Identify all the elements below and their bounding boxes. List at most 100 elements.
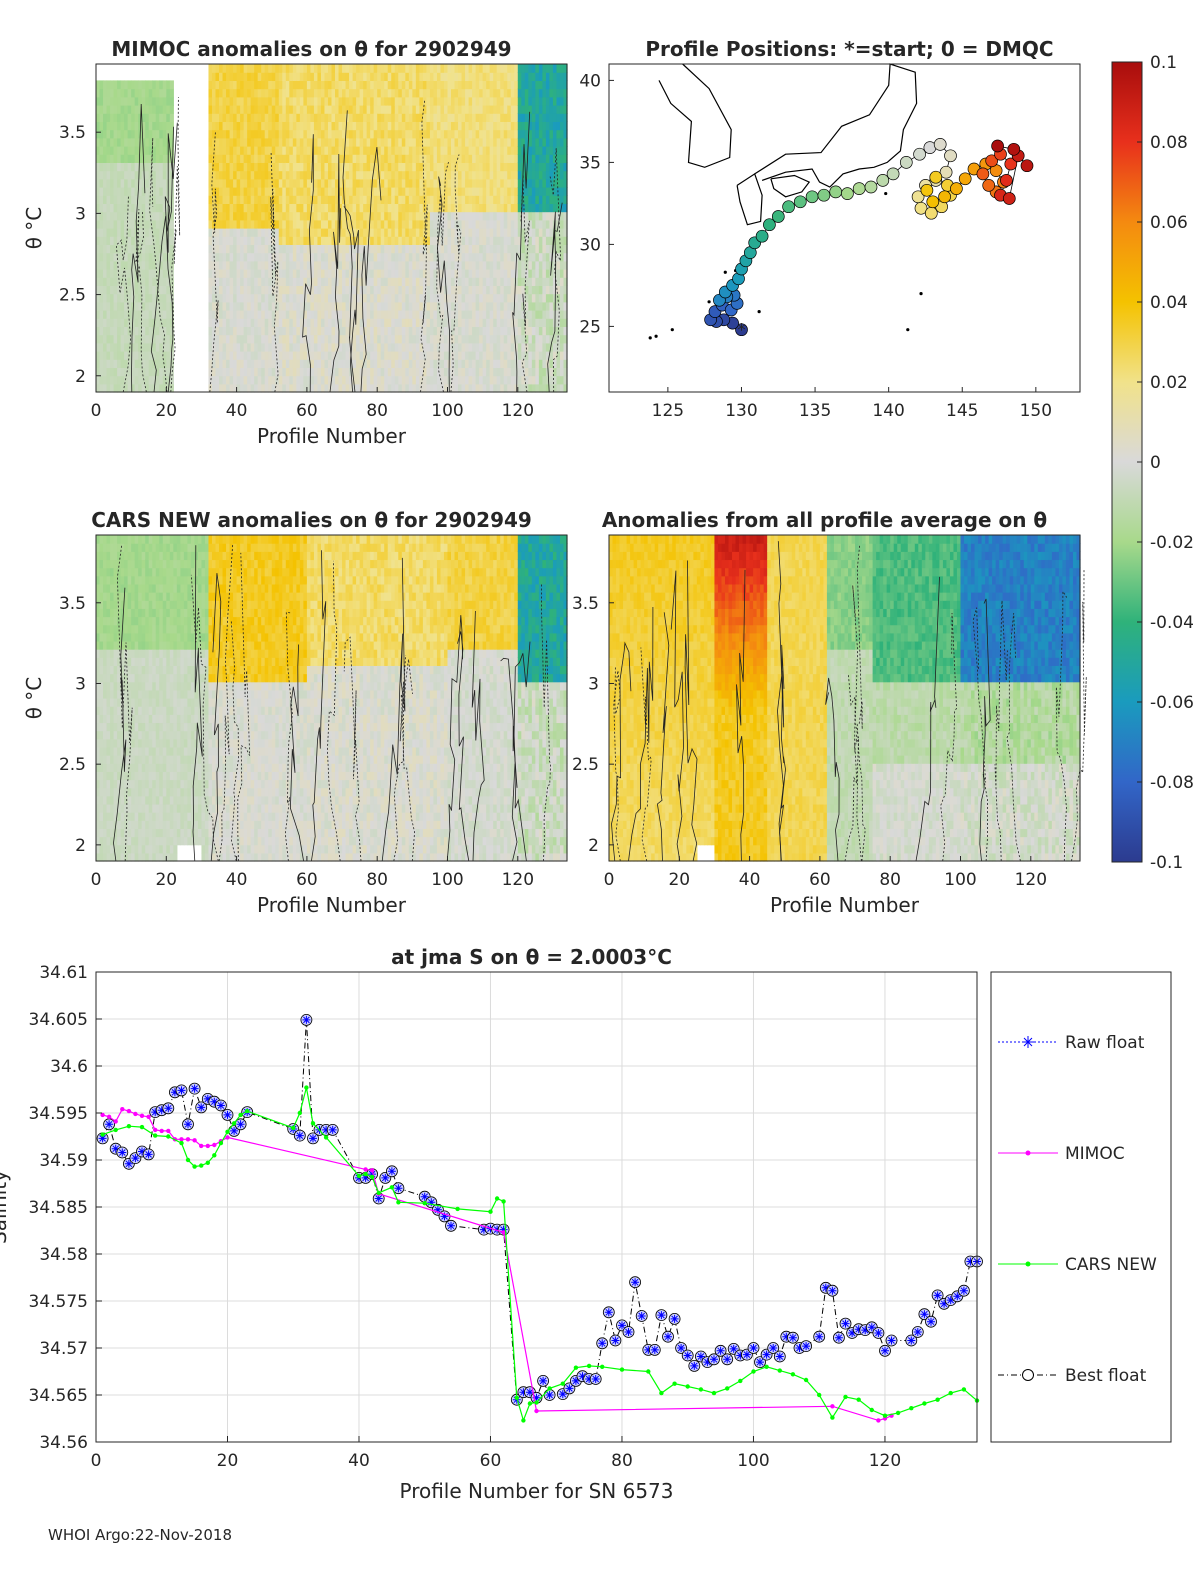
- heatmap-cell: [384, 359, 388, 368]
- heatmap-cell: [451, 367, 455, 376]
- heatmap-cell: [539, 269, 543, 278]
- heatmap-cell: [391, 72, 395, 81]
- heatmap-cell: [381, 294, 385, 303]
- heatmap-cell: [342, 335, 346, 344]
- heatmap-cell: [219, 269, 223, 278]
- heatmap-cell: [455, 89, 459, 98]
- heatmap-cell: [532, 269, 536, 278]
- heatmap-cell: [314, 195, 318, 204]
- heatmap-cell: [170, 89, 174, 98]
- heatmap-cell: [430, 162, 434, 171]
- heatmap-cell: [149, 310, 153, 319]
- heatmap-cell: [149, 285, 153, 294]
- heatmap-cell: [114, 212, 118, 221]
- heatmap-cell: [307, 236, 311, 245]
- heatmap-cell: [521, 97, 525, 106]
- heatmap-cell: [367, 130, 371, 139]
- heatmap-cell: [384, 162, 388, 171]
- heatmap-cell: [212, 294, 216, 303]
- heatmap-cell: [339, 236, 343, 245]
- heatmap-cell: [268, 367, 272, 376]
- heatmap-cell: [476, 253, 480, 262]
- heatmap-cell: [539, 253, 543, 262]
- heatmap-cell: [117, 376, 121, 385]
- heatmap-cell: [356, 318, 360, 327]
- heatmap-cell: [254, 97, 258, 106]
- heatmap-cell: [163, 310, 167, 319]
- heatmap-cell: [223, 384, 227, 393]
- heatmap-cell: [405, 367, 409, 376]
- heatmap-cell: [261, 89, 265, 98]
- heatmap-cell: [103, 294, 107, 303]
- heatmap-cell: [539, 326, 543, 335]
- heatmap-cell: [486, 343, 490, 352]
- heatmap-cell: [363, 384, 367, 393]
- heatmap-cell: [223, 318, 227, 327]
- heatmap-cell: [233, 220, 237, 229]
- heatmap-cell: [156, 97, 160, 106]
- heatmap-cell: [303, 138, 307, 147]
- heatmap-cell: [535, 359, 539, 368]
- heatmap-cell: [388, 244, 392, 253]
- heatmap-cell: [367, 359, 371, 368]
- heatmap-cell: [549, 318, 553, 327]
- heatmap-cell: [497, 64, 501, 73]
- heatmap-cell: [560, 351, 564, 360]
- heatmap-cell: [293, 359, 297, 368]
- heatmap-cell: [518, 310, 522, 319]
- heatmap-cell: [437, 80, 441, 89]
- heatmap-cell: [535, 130, 539, 139]
- heatmap-cell: [462, 228, 466, 237]
- heatmap-cell: [486, 154, 490, 163]
- heatmap-cell: [156, 212, 160, 221]
- heatmap-cell: [216, 179, 220, 188]
- heatmap-cell: [142, 179, 146, 188]
- heatmap-cell: [114, 294, 118, 303]
- heatmap-cell: [430, 64, 434, 73]
- heatmap-cell: [289, 318, 293, 327]
- heatmap-cell: [135, 351, 139, 360]
- heatmap-cell: [128, 130, 132, 139]
- heatmap-cell: [124, 343, 128, 352]
- heatmap-cell: [103, 285, 107, 294]
- heatmap-cell: [324, 261, 328, 270]
- heatmap-cell: [279, 195, 283, 204]
- heatmap-cell: [96, 376, 100, 385]
- heatmap-cell: [233, 253, 237, 262]
- heatmap-cell: [353, 97, 357, 106]
- heatmap-cell: [128, 244, 132, 253]
- heatmap-cell: [117, 335, 121, 344]
- heatmap-cell: [226, 171, 230, 180]
- heatmap-cell: [486, 285, 490, 294]
- heatmap-cell: [152, 121, 156, 130]
- heatmap-cell: [275, 335, 279, 344]
- heatmap-cell: [507, 72, 511, 81]
- heatmap-cell: [504, 187, 508, 196]
- heatmap-cell: [493, 203, 497, 212]
- heatmap-cell: [504, 253, 508, 262]
- heatmap-cell: [493, 269, 497, 278]
- heatmap-cell: [497, 162, 501, 171]
- heatmap-cell: [317, 318, 321, 327]
- heatmap-cell: [317, 105, 321, 114]
- heatmap-cell: [549, 285, 553, 294]
- heatmap-cell: [426, 376, 430, 385]
- heatmap-cell: [528, 384, 532, 393]
- heatmap-cell: [514, 367, 518, 376]
- heatmap-cell: [462, 269, 466, 278]
- heatmap-cell: [528, 97, 532, 106]
- heatmap-cell: [324, 376, 328, 385]
- heatmap-cell: [208, 351, 212, 360]
- heatmap-cell: [265, 376, 269, 385]
- heatmap-cell: [483, 97, 487, 106]
- heatmap-cell: [430, 97, 434, 106]
- heatmap-cell: [310, 179, 314, 188]
- heatmap-cell: [507, 212, 511, 221]
- heatmap-cell: [507, 359, 511, 368]
- heatmap-cell: [465, 253, 469, 262]
- heatmap-cell: [208, 146, 212, 155]
- heatmap-cell: [349, 261, 353, 270]
- heatmap-cell: [100, 80, 104, 89]
- heatmap-cell: [219, 376, 223, 385]
- heatmap-cell: [504, 310, 508, 319]
